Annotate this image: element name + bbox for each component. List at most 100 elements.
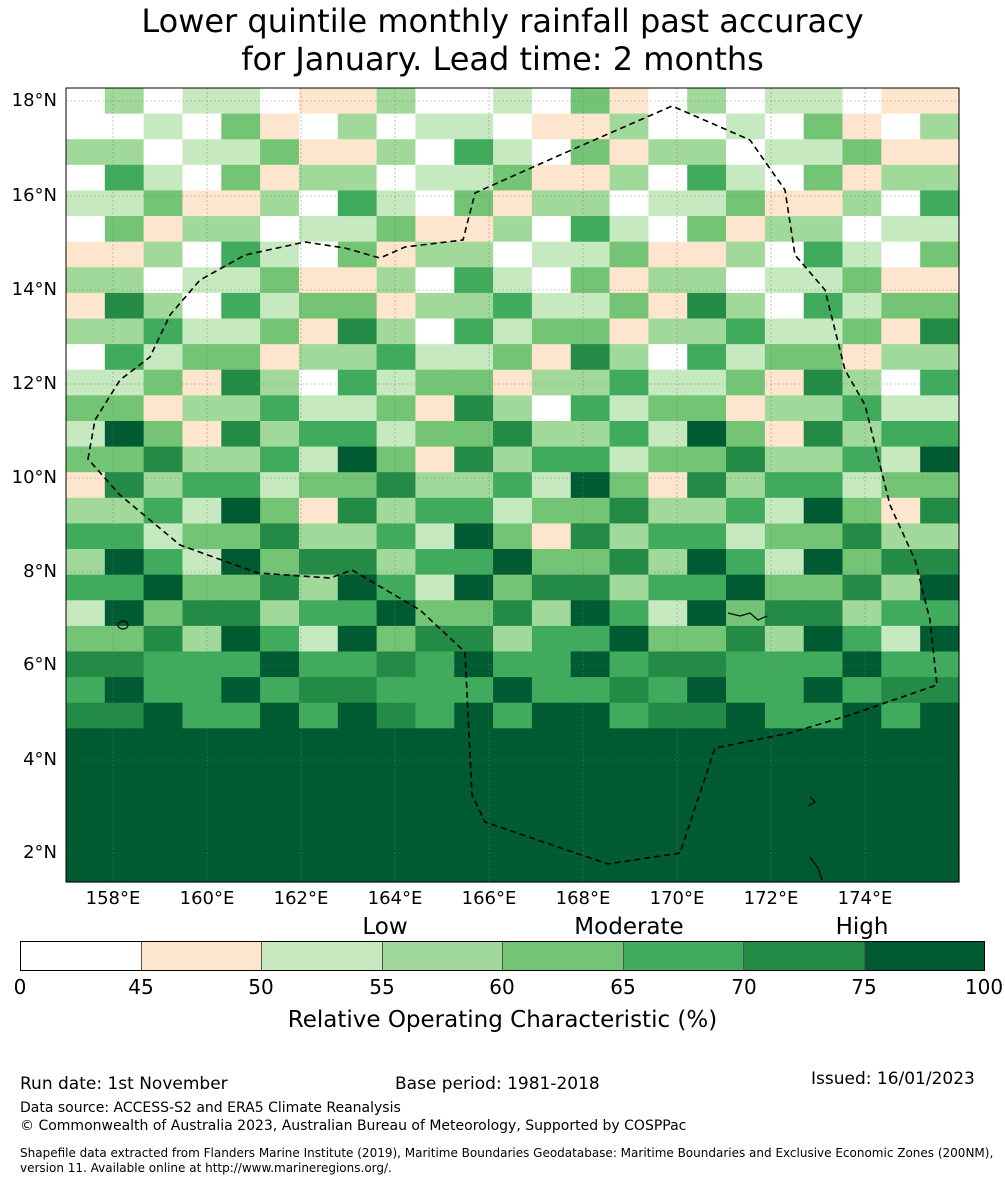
map-cell bbox=[337, 420, 378, 448]
map-cell bbox=[66, 164, 106, 192]
map-cell bbox=[337, 574, 378, 601]
map-cell bbox=[221, 523, 261, 550]
map-cell bbox=[182, 216, 222, 243]
map-cell bbox=[803, 344, 844, 371]
map-cell bbox=[182, 728, 222, 755]
map-cell bbox=[182, 190, 222, 217]
map-cell bbox=[66, 472, 106, 499]
map-cell bbox=[376, 113, 417, 140]
map-cell bbox=[764, 625, 805, 653]
map-cell bbox=[920, 292, 960, 320]
map-cell bbox=[726, 702, 766, 729]
map-cell bbox=[104, 497, 145, 525]
map-cell bbox=[920, 856, 960, 883]
map-cell bbox=[298, 292, 339, 320]
map-cell bbox=[687, 856, 727, 883]
map-cell bbox=[531, 753, 572, 781]
map-cell bbox=[221, 344, 261, 371]
map-cell bbox=[531, 292, 572, 320]
map-cell bbox=[376, 216, 417, 243]
map-cell bbox=[726, 113, 766, 140]
map-cell bbox=[66, 318, 106, 345]
lon-label-170e: 170°E bbox=[649, 888, 705, 909]
map-cell bbox=[182, 702, 222, 729]
map-cell bbox=[143, 830, 184, 857]
map-cell bbox=[221, 164, 261, 192]
map-cell bbox=[687, 549, 727, 576]
map-cell bbox=[726, 549, 766, 576]
map-cell bbox=[376, 190, 417, 217]
island-outlines bbox=[117, 612, 823, 881]
map-cell bbox=[726, 472, 766, 499]
map-cell bbox=[687, 395, 727, 422]
map-cell bbox=[221, 216, 261, 243]
map-cell bbox=[337, 164, 378, 192]
map-cell bbox=[842, 292, 882, 320]
map-cell bbox=[143, 216, 184, 243]
lat-label-8n: 8°N bbox=[23, 561, 57, 582]
map-cell bbox=[221, 856, 261, 883]
map-cell bbox=[337, 651, 378, 678]
map-cell bbox=[143, 190, 184, 217]
map-cell bbox=[726, 446, 766, 473]
map-cell bbox=[842, 216, 882, 243]
map-cell bbox=[454, 651, 494, 678]
map-cell bbox=[803, 549, 844, 576]
map-cell bbox=[764, 651, 805, 678]
map-cell bbox=[415, 164, 455, 192]
map-cell bbox=[493, 139, 533, 166]
map-cell bbox=[260, 830, 300, 857]
map-cell bbox=[454, 497, 494, 525]
map-cell bbox=[920, 830, 960, 857]
colorbar-title: Relative Operating Characteristic (%) bbox=[287, 1007, 718, 1033]
map-cell bbox=[454, 420, 494, 448]
lon-label-174e: 174°E bbox=[837, 888, 893, 909]
map-cell bbox=[648, 292, 688, 320]
map-cell bbox=[298, 472, 339, 499]
map-cell bbox=[726, 830, 766, 857]
map-cell bbox=[376, 625, 417, 653]
map-cell bbox=[260, 318, 300, 345]
map-cell bbox=[570, 702, 611, 729]
map-cell bbox=[376, 651, 417, 678]
map-cell bbox=[881, 753, 921, 781]
map-cell bbox=[260, 113, 300, 140]
map-cell bbox=[298, 625, 339, 653]
map-cell bbox=[143, 574, 184, 601]
map-cell bbox=[298, 651, 339, 678]
map-cell bbox=[182, 292, 222, 320]
map-cell bbox=[376, 677, 417, 704]
map-cell bbox=[648, 216, 688, 243]
map-cell bbox=[842, 164, 882, 192]
map-cell bbox=[454, 702, 494, 729]
map-cell bbox=[454, 728, 494, 755]
map-cell bbox=[842, 549, 882, 576]
map-cell bbox=[726, 164, 766, 192]
map-cell bbox=[881, 318, 921, 345]
map-cell bbox=[842, 677, 882, 704]
map-cell bbox=[881, 139, 921, 166]
map-cell bbox=[415, 216, 455, 243]
map-cell bbox=[687, 600, 727, 627]
map-cell bbox=[726, 625, 766, 653]
map-cell bbox=[920, 318, 960, 345]
map-cell bbox=[570, 267, 611, 294]
map-cell bbox=[920, 216, 960, 243]
map-cell bbox=[764, 856, 805, 883]
map-cell bbox=[337, 702, 378, 729]
map-cell bbox=[66, 549, 106, 576]
map-cell bbox=[881, 395, 921, 422]
map-cell bbox=[570, 139, 611, 166]
map-cell bbox=[143, 164, 184, 192]
map-cell bbox=[221, 190, 261, 217]
map-cell bbox=[376, 446, 417, 473]
map-cell bbox=[221, 728, 261, 755]
lat-label-14n: 14°N bbox=[11, 279, 57, 300]
map-cell bbox=[143, 318, 184, 345]
map-cell bbox=[454, 574, 494, 601]
map-cell bbox=[687, 753, 727, 781]
map-cell bbox=[337, 395, 378, 422]
map-cell bbox=[726, 420, 766, 448]
map-cell bbox=[920, 267, 960, 294]
map-cell bbox=[493, 369, 533, 396]
